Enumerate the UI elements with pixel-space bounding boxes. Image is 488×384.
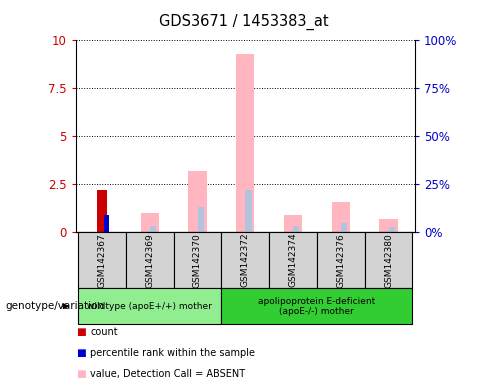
Bar: [365, 232, 412, 288]
Text: ■: ■: [76, 369, 85, 379]
Text: GSM142374: GSM142374: [288, 233, 298, 288]
Bar: [284, 215, 302, 232]
Bar: [332, 202, 350, 232]
Text: genotype/variation: genotype/variation: [5, 301, 104, 311]
Bar: [188, 171, 206, 232]
Text: GSM142372: GSM142372: [241, 233, 250, 288]
Text: ■: ■: [76, 327, 85, 337]
Bar: [380, 219, 398, 232]
Bar: [141, 213, 159, 232]
Bar: [222, 232, 269, 288]
Text: GDS3671 / 1453383_at: GDS3671 / 1453383_at: [159, 13, 329, 30]
Bar: [317, 232, 365, 288]
Text: apolipoprotein E-deficient
(apoE-/-) mother: apolipoprotein E-deficient (apoE-/-) mot…: [258, 296, 375, 316]
Text: GSM142380: GSM142380: [384, 233, 393, 288]
Bar: [126, 232, 174, 288]
Bar: [293, 226, 300, 232]
Text: count: count: [90, 327, 118, 337]
Bar: [245, 190, 252, 232]
Bar: [174, 232, 222, 288]
Text: percentile rank within the sample: percentile rank within the sample: [90, 348, 255, 358]
Bar: [236, 54, 254, 232]
Bar: [78, 288, 222, 324]
Bar: [269, 232, 317, 288]
Text: ■: ■: [76, 348, 85, 358]
Bar: [341, 223, 347, 232]
Text: wildtype (apoE+/+) mother: wildtype (apoE+/+) mother: [87, 302, 212, 311]
Bar: [198, 207, 204, 232]
Bar: [222, 288, 412, 324]
Bar: [104, 215, 109, 232]
Text: value, Detection Call = ABSENT: value, Detection Call = ABSENT: [90, 369, 245, 379]
Text: GSM142367: GSM142367: [98, 233, 106, 288]
Text: GSM142376: GSM142376: [336, 233, 345, 288]
Bar: [150, 226, 156, 232]
Bar: [78, 232, 126, 288]
Bar: [97, 190, 107, 232]
Text: GSM142370: GSM142370: [193, 233, 202, 288]
Text: GSM142369: GSM142369: [145, 233, 154, 288]
Bar: [389, 227, 395, 232]
